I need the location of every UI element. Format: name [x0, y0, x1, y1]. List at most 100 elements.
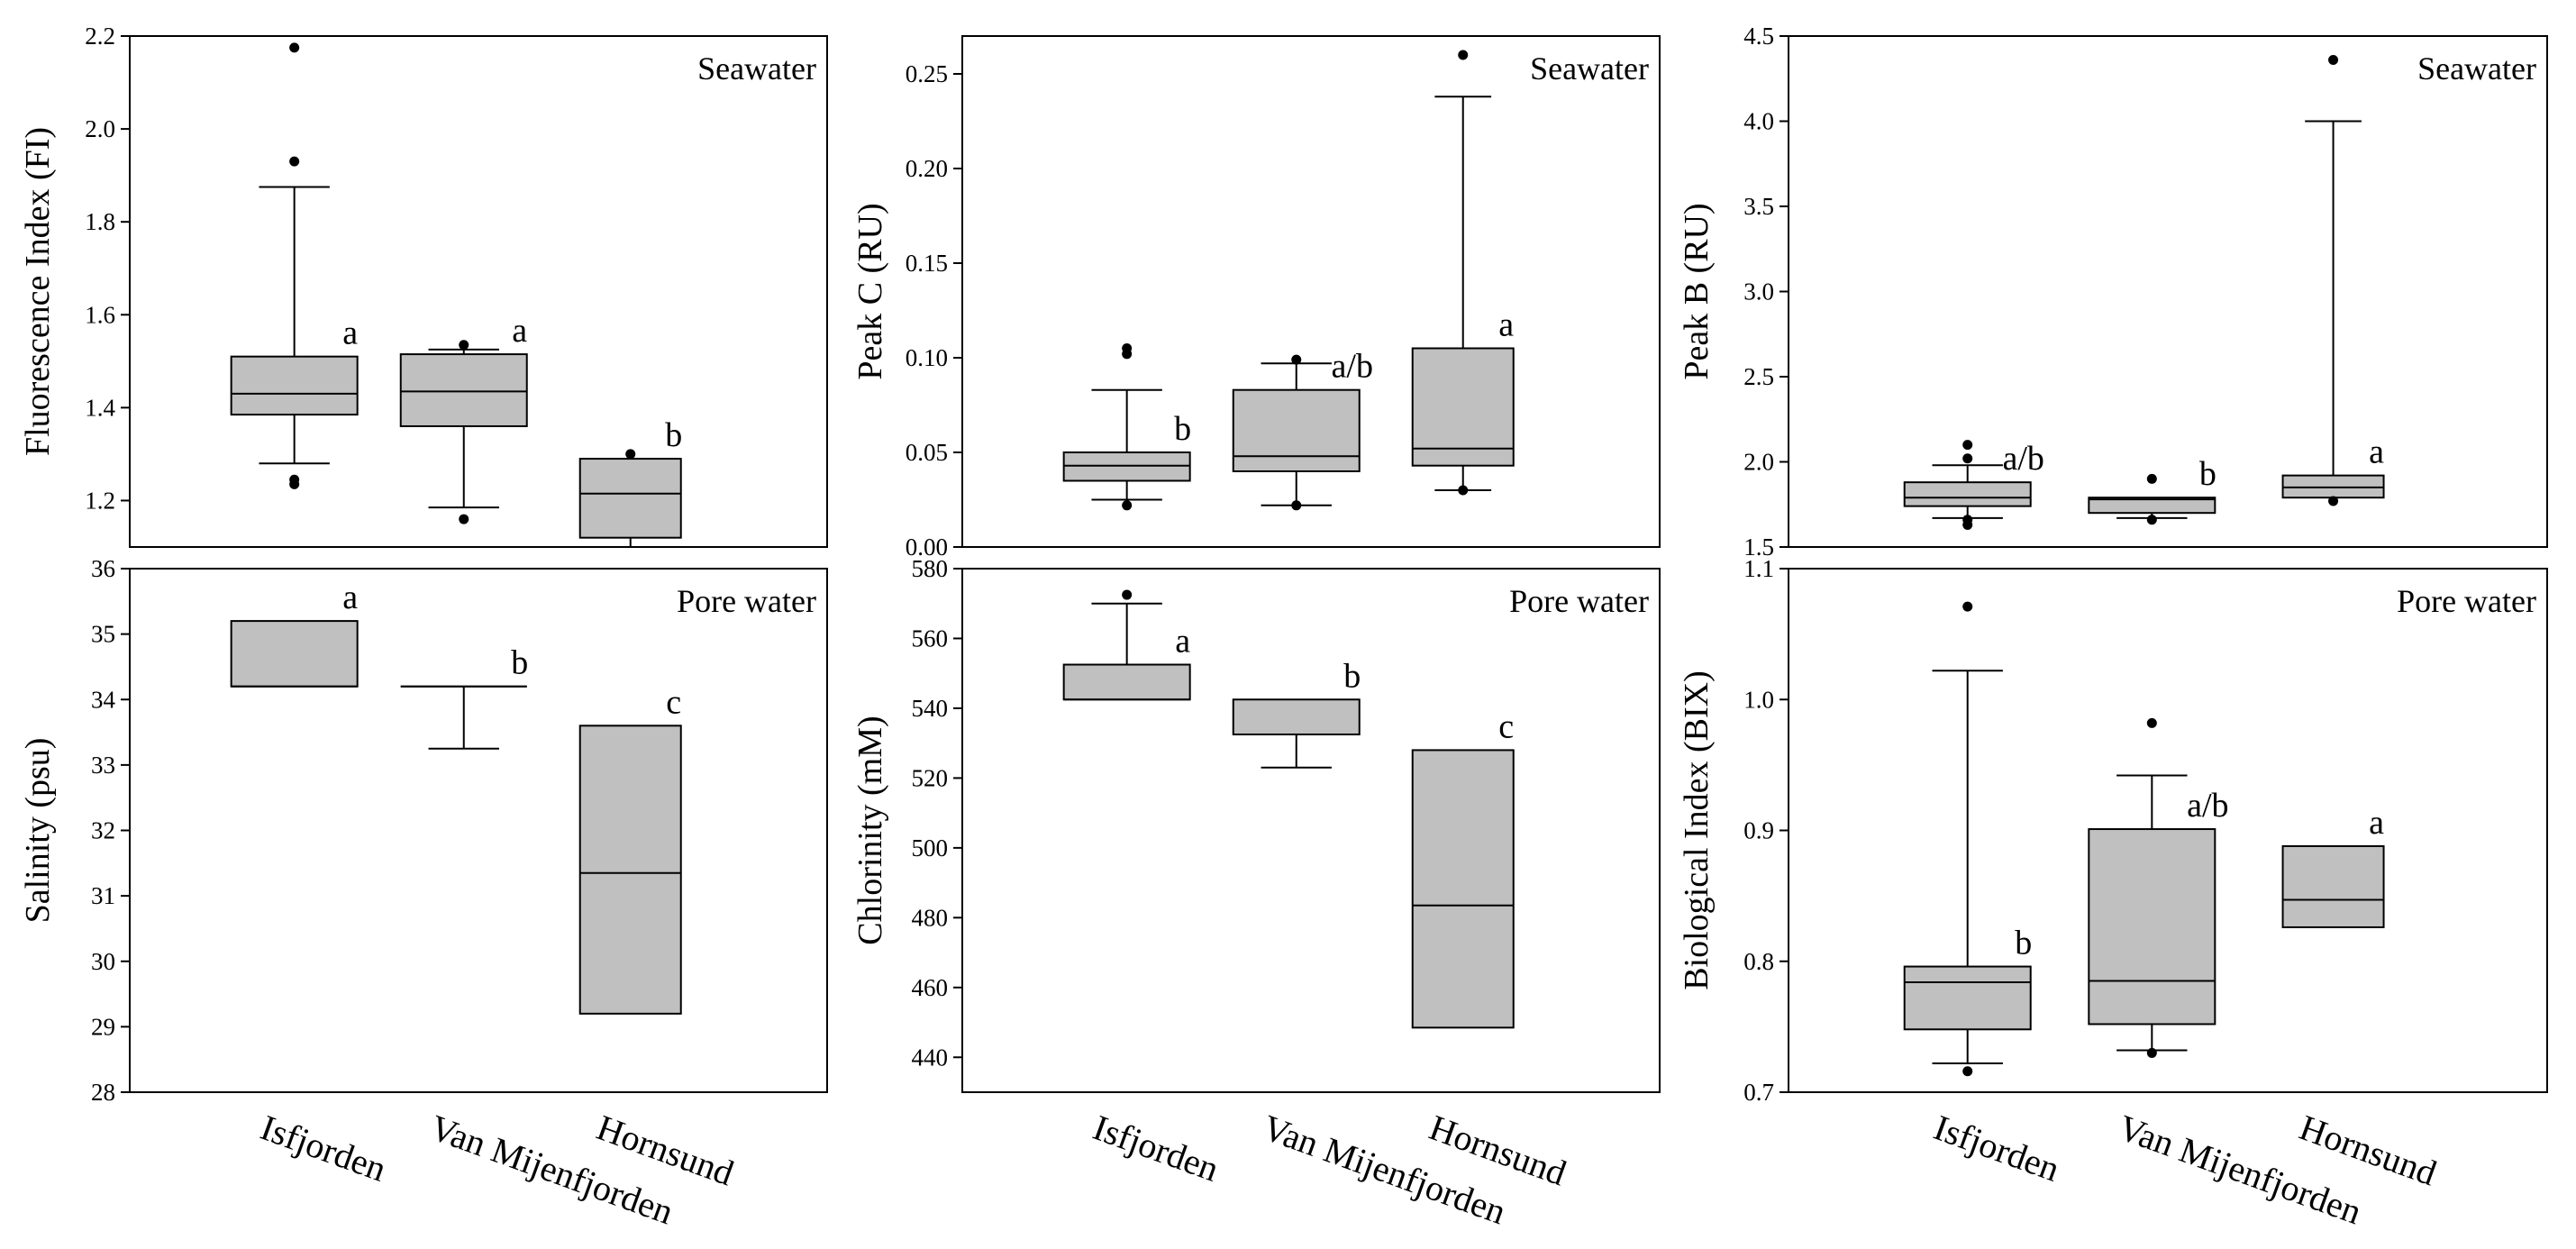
plot-frame	[961, 35, 1661, 548]
y-tick-label: 480	[912, 904, 949, 931]
outlier-point	[1962, 515, 1973, 525]
box-isfjorden: a/b	[1903, 440, 2044, 530]
significance-letter: b	[2199, 455, 2216, 493]
box-van-mijenfjorden: a	[399, 312, 528, 524]
box-hornsund: a	[2281, 54, 2385, 506]
significance-letter: c	[666, 683, 681, 721]
y-axis-label: Chlorinity (mM)	[851, 716, 889, 944]
y-tick-label: 28	[91, 1079, 115, 1106]
significance-letter: a	[1498, 306, 1514, 344]
box-isfjorden: a	[1062, 589, 1191, 701]
outlier-point	[2328, 496, 2339, 506]
y-tick-label: 1.0	[1743, 686, 1774, 713]
outlier-point	[1122, 589, 1133, 600]
y-tick-label: 36	[91, 555, 115, 582]
panel-title: Pore water	[1509, 583, 1649, 619]
box-iqr	[1903, 481, 2032, 507]
y-tick-label: 0.9	[1743, 817, 1774, 844]
y-tick-label: 0.00	[906, 533, 948, 561]
outlier-point	[459, 514, 469, 524]
box-hornsund: a	[2281, 804, 2385, 928]
panel-chlorinity: 440 460 480 500 520 540 560 580 Chlorinity (mM) P…	[851, 555, 1661, 1093]
box-iqr	[2088, 828, 2216, 1026]
box-van-mijenfjorden: b	[400, 644, 528, 750]
y-tick-label: 1.6	[85, 301, 115, 328]
y-tick-label: 1.5	[1743, 533, 1774, 561]
outlier-point	[289, 474, 300, 485]
y-tick-label: 2.5	[1743, 363, 1774, 390]
panel-title: Pore water	[2397, 583, 2536, 619]
outlier-point	[1458, 50, 1469, 60]
y-tick-label: 440	[912, 1044, 949, 1071]
significance-letter: a/b	[2187, 787, 2228, 825]
y-tick-label: 4.0	[1743, 108, 1774, 135]
box-hornsund: c	[578, 683, 682, 1015]
box-van-mijenfjorden: b	[2088, 455, 2216, 525]
y-tick-label: 32	[91, 817, 115, 844]
plot-frame	[961, 568, 1661, 1093]
box-iqr	[230, 355, 359, 416]
panel-title: Seawater	[697, 50, 816, 87]
y-tick-label: 1.8	[85, 208, 115, 235]
box-iqr	[1232, 698, 1361, 735]
panels-layer: 1.2 1.4 1.6 1.8 2.0 2.2 Fluorescence Index (FI…	[19, 23, 2548, 1106]
y-tick-label: 500	[912, 834, 949, 862]
outlier-point	[2146, 515, 2157, 525]
plot-frame	[129, 35, 828, 548]
box-iqr	[578, 725, 682, 1015]
outlier-point	[1458, 485, 1469, 496]
y-tick-label: 1.2	[85, 487, 115, 514]
y-tick-label: 0.25	[906, 60, 948, 87]
box-iqr	[1232, 388, 1361, 473]
panel-bix: 0.7 0.8 0.9 1.0 1.1 Biological Index (BIX) Por…	[1678, 555, 2548, 1106]
y-tick-label: 520	[912, 764, 949, 791]
panel-salinity: 28 29 30 31 32 33 34 35 36 Salinity (psu) Pore wat…	[19, 555, 828, 1106]
significance-letter: a	[342, 315, 358, 352]
box-iqr	[1062, 451, 1191, 482]
outlier-point	[1291, 354, 1302, 365]
outlier-point	[2146, 473, 2157, 484]
outlier-point	[1962, 601, 1973, 612]
y-tick-label: 0.05	[906, 439, 948, 466]
outlier-point	[289, 156, 300, 167]
y-tick-label: 30	[91, 948, 115, 975]
box-hornsund: c	[1411, 707, 1515, 1029]
panel-title: Seawater	[2417, 50, 2536, 87]
box-isfjorden: b	[1062, 343, 1191, 511]
box-van-mijenfjorden: a/b	[2088, 717, 2229, 1058]
significance-letter: b	[1174, 410, 1191, 448]
outlier-point	[289, 42, 300, 53]
significance-letter: a	[342, 579, 358, 616]
box-van-mijenfjorden: b	[1232, 657, 1361, 769]
significance-letter: b	[1343, 657, 1361, 695]
y-tick-label: 3.0	[1743, 278, 1774, 305]
box-iqr	[399, 353, 528, 427]
outlier-point	[459, 340, 469, 351]
y-tick-label: 1.4	[85, 394, 115, 421]
outlier-point	[625, 449, 636, 460]
y-axis-label: Peak C (RU)	[851, 203, 889, 379]
panel-peakb: 1.5 2.0 2.5 3.0 3.5 4.0 4.5 Peak B (RU) Seawater…	[1678, 23, 2548, 561]
box-iqr	[1411, 749, 1515, 1029]
box-iqr	[1903, 965, 2032, 1031]
significance-letter: b	[665, 416, 682, 454]
y-tick-label: 4.5	[1743, 23, 1774, 50]
box-iqr	[2088, 497, 2216, 515]
panel-fi: 1.2 1.4 1.6 1.8 2.0 2.2 Fluorescence Index (FI…	[19, 23, 828, 548]
y-axis-label: Fluorescence Index (FI)	[19, 127, 57, 456]
box-iqr	[578, 458, 682, 539]
box-iqr	[1062, 663, 1191, 701]
outlier-point	[1122, 343, 1133, 353]
y-tick-label: 2.2	[85, 23, 115, 50]
outlier-point	[1962, 440, 1973, 451]
y-axis-label: Peak B (RU)	[1678, 203, 1716, 379]
outlier-point	[1122, 500, 1133, 511]
y-tick-label: 540	[912, 695, 949, 722]
outlier-point	[2328, 54, 2339, 65]
significance-letter: c	[1498, 707, 1514, 745]
y-tick-label: 0.8	[1743, 948, 1774, 975]
y-tick-label: 3.5	[1743, 193, 1774, 220]
y-tick-label: 29	[91, 1013, 115, 1040]
